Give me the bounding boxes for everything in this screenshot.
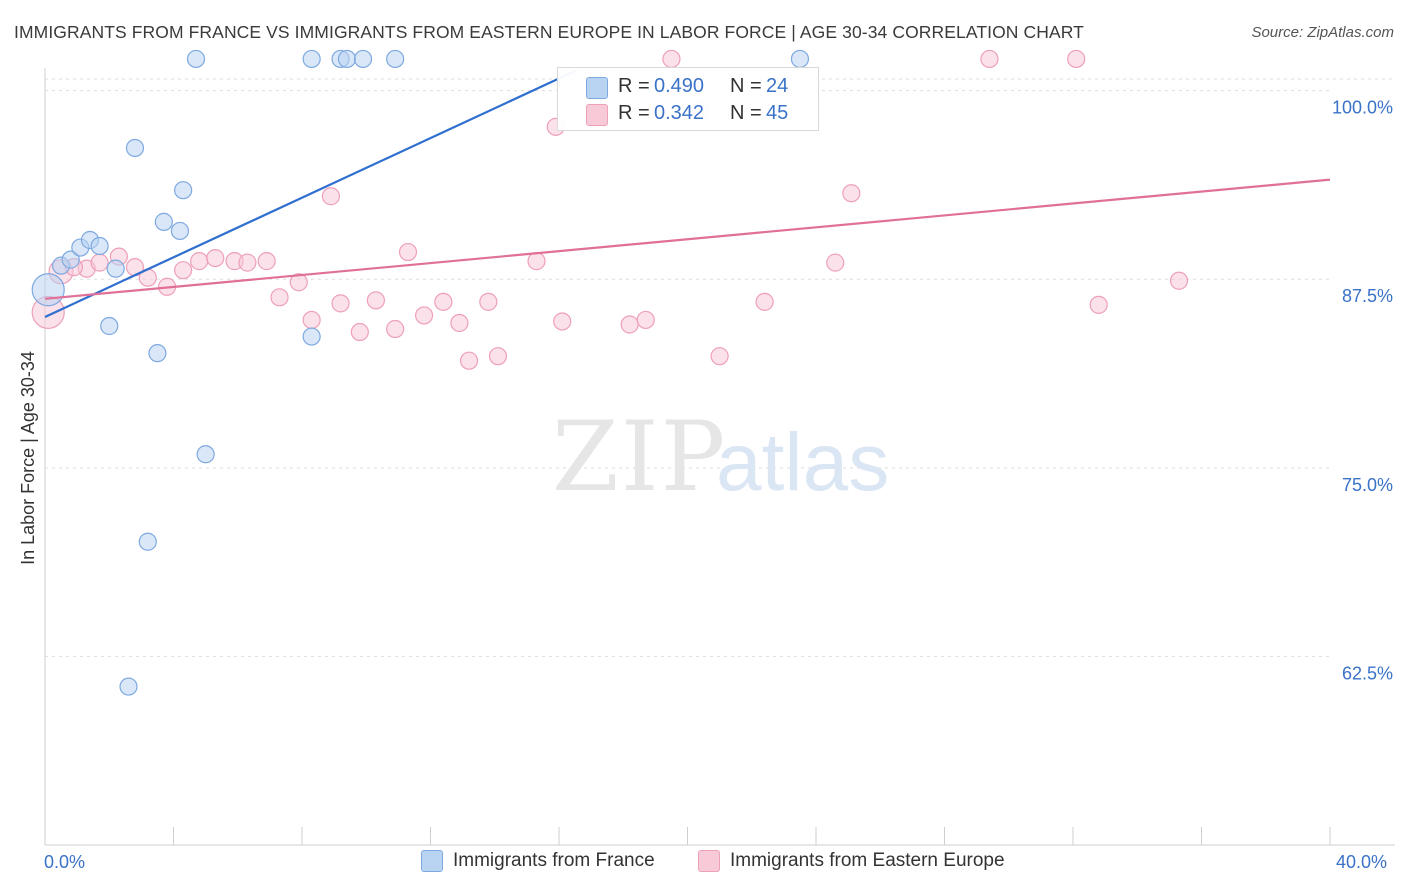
eastern-europe-r-value: 0.342 bbox=[654, 102, 705, 124]
eastern-europe-point bbox=[842, 184, 861, 203]
x-axis-max-label: 40.0% bbox=[1336, 852, 1388, 872]
watermark-atlas: atlas bbox=[716, 417, 889, 508]
eastern-europe-point bbox=[826, 253, 845, 272]
eastern-europe-point bbox=[289, 273, 308, 292]
eastern-europe-point bbox=[321, 187, 341, 206]
eastern-europe-point bbox=[434, 292, 453, 311]
eastern-europe-legend-swatch bbox=[698, 850, 720, 872]
eastern-europe-point bbox=[302, 310, 321, 330]
eastern-europe-point bbox=[238, 253, 257, 272]
france-point bbox=[302, 327, 321, 346]
y-tick-labels: 62.5% 75.0% 87.5% 100.0% bbox=[1332, 98, 1393, 684]
eastern-europe-point bbox=[350, 322, 369, 342]
eastern-europe-point bbox=[1067, 49, 1086, 69]
france-legend-swatch bbox=[421, 850, 443, 872]
eastern-europe-point bbox=[620, 315, 639, 334]
legend-label-eastern-europe: Immigrants from Eastern Europe bbox=[730, 850, 1005, 871]
y-tick-label: 62.5% bbox=[1342, 663, 1393, 683]
eastern-europe-point bbox=[450, 313, 469, 333]
eastern-europe-point bbox=[398, 242, 418, 262]
bottom-legend: Immigrants from France Immigrants from E… bbox=[0, 850, 1406, 880]
stats-row-eastern-europe: R = 0.342 N = 45 bbox=[558, 100, 818, 128]
eastern-europe-point bbox=[206, 249, 225, 268]
france-swatch bbox=[586, 77, 608, 99]
france-point bbox=[119, 677, 138, 696]
france-trend-line bbox=[44, 70, 576, 318]
watermark: ZIP atlas bbox=[552, 401, 889, 513]
eastern-europe-trend-line bbox=[44, 178, 1331, 300]
grid-layer bbox=[45, 78, 1395, 657]
eastern-europe-point bbox=[414, 306, 434, 325]
france-point bbox=[31, 273, 65, 307]
france-point bbox=[186, 49, 206, 69]
watermark-zip: ZIP bbox=[552, 401, 727, 513]
france-point bbox=[790, 49, 810, 69]
eastern-europe-point bbox=[980, 49, 999, 69]
eastern-europe-point bbox=[553, 312, 572, 331]
france-point bbox=[302, 49, 321, 69]
x-axis-min-label: 0.0% bbox=[44, 852, 86, 872]
france-point bbox=[90, 236, 109, 256]
france-point bbox=[148, 344, 167, 363]
eastern-europe-point bbox=[366, 291, 385, 310]
france-point bbox=[174, 181, 193, 200]
r-label: R = bbox=[618, 75, 650, 97]
eastern-europe-swatch bbox=[586, 104, 608, 126]
stats-legend: R = 0.490 N = 24 R = 0.342 N = 45 bbox=[557, 67, 819, 131]
eastern-europe-point bbox=[1089, 295, 1108, 314]
france-point bbox=[386, 49, 405, 69]
france-n-value: 24 bbox=[766, 75, 789, 97]
france-point bbox=[196, 445, 215, 464]
eastern-europe-point bbox=[331, 294, 350, 313]
eastern-europe-point bbox=[488, 347, 508, 366]
eastern-europe-n-value: 45 bbox=[766, 102, 789, 124]
france-point bbox=[337, 49, 357, 69]
eastern-europe-point bbox=[710, 347, 729, 366]
y-tick-label: 87.5% bbox=[1342, 286, 1393, 306]
y-tick-label: 100.0% bbox=[1332, 98, 1393, 118]
eastern-europe-point bbox=[1169, 271, 1189, 290]
france-point bbox=[353, 49, 373, 69]
stats-row-france: R = 0.490 N = 24 bbox=[558, 73, 818, 101]
france-point bbox=[125, 138, 145, 158]
eastern-europe-point bbox=[527, 252, 546, 271]
eastern-europe-point bbox=[190, 252, 209, 271]
n-label: N = bbox=[730, 102, 762, 124]
legend-item-eastern-europe[interactable]: Immigrants from Eastern Europe bbox=[698, 850, 1005, 872]
eastern-europe-point bbox=[662, 49, 681, 69]
eastern-europe-point bbox=[459, 351, 479, 370]
eastern-europe-point bbox=[636, 310, 655, 330]
eastern-europe-point bbox=[479, 292, 498, 311]
france-point bbox=[106, 259, 125, 278]
chart-source: Source: ZipAtlas.com bbox=[1251, 24, 1394, 41]
eastern-europe-point bbox=[90, 253, 109, 272]
n-label: N = bbox=[730, 75, 762, 97]
france-points bbox=[31, 49, 810, 696]
y-axis-label: In Labor Force | Age 30-34 bbox=[18, 351, 38, 565]
france-point bbox=[61, 250, 80, 269]
legend-item-france[interactable]: Immigrants from France bbox=[421, 850, 655, 872]
france-r-value: 0.490 bbox=[654, 75, 705, 97]
legend-label-france: Immigrants from France bbox=[453, 850, 655, 871]
france-point bbox=[138, 532, 157, 551]
eastern-europe-point bbox=[174, 261, 193, 280]
eastern-europe-point bbox=[270, 288, 289, 307]
eastern-europe-point bbox=[755, 292, 774, 311]
eastern-europe-point bbox=[257, 252, 276, 271]
france-point bbox=[154, 212, 173, 231]
france-point bbox=[170, 221, 190, 241]
trend-lines bbox=[44, 70, 1331, 318]
eastern-europe-point bbox=[386, 319, 405, 339]
y-tick-label: 75.0% bbox=[1342, 475, 1393, 495]
axes-layer bbox=[44, 68, 1395, 846]
chart-title: IMMIGRANTS FROM FRANCE VS IMMIGRANTS FRO… bbox=[14, 22, 1084, 42]
france-point bbox=[100, 316, 119, 336]
r-label: R = bbox=[618, 102, 650, 124]
